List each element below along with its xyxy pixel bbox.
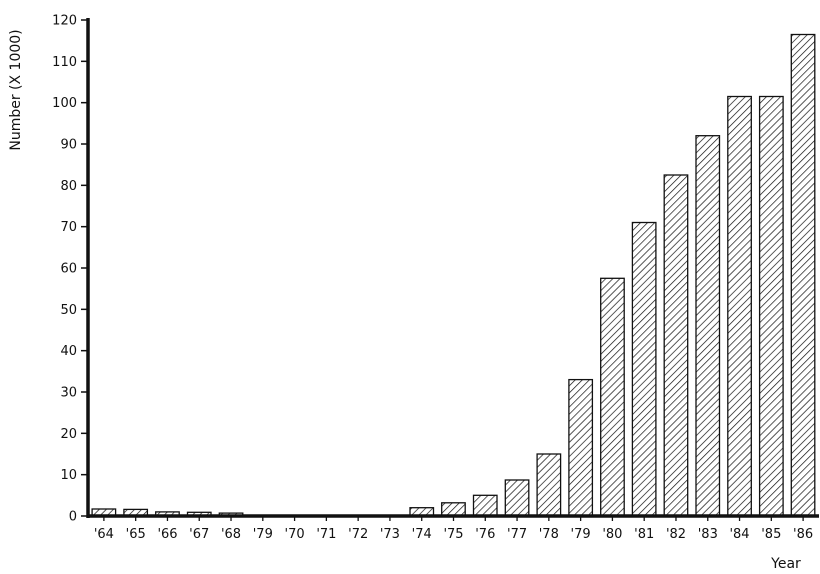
x-tick-label: '79 [571, 527, 591, 542]
y-tick-label: 0 [69, 510, 77, 525]
x-tick-label: '71 [316, 527, 336, 542]
x-tick-label: '72 [348, 527, 368, 542]
y-tick-label: 40 [60, 344, 77, 359]
x-tick-label: '73 [380, 527, 400, 542]
bar-14 [536, 453, 562, 517]
x-tick-label: '68 [221, 527, 241, 542]
bar-15 [568, 378, 594, 517]
y-tick-label: 60 [60, 262, 77, 277]
x-tick-label: '67 [189, 527, 209, 542]
y-tick-label: 50 [60, 303, 77, 318]
y-axis-title: Number (X 1000) [8, 29, 24, 150]
x-tick-label: '65 [126, 527, 146, 542]
y-ticks-group: 0 10 20 30 40 50 60 70 80 90 100 110 120 [52, 14, 88, 525]
bar-16 [600, 277, 625, 517]
x-tick-label: '76 [475, 527, 495, 542]
y-tick-label: 30 [60, 386, 77, 401]
bar-22 [790, 33, 816, 517]
bar-13 [504, 479, 530, 517]
x-ticks-group: '64 '65 '66 '67 '68 '79 '70 '71 '72 '73 '74 '75 '76 '… [94, 516, 813, 542]
y-tick-label: 70 [60, 220, 77, 235]
x-tick-label: '86 [793, 527, 813, 542]
bars-group [91, 33, 816, 517]
y-tick-label: 20 [60, 427, 77, 442]
x-tick-label: '81 [634, 527, 654, 542]
y-tick-label: 10 [60, 468, 77, 483]
bar-18 [663, 174, 689, 517]
x-tick-label: '82 [666, 527, 686, 542]
x-tick-label: '79 [253, 527, 273, 542]
x-tick-label: '85 [761, 527, 781, 542]
x-tick-label: '80 [602, 527, 622, 542]
bar-11 [441, 502, 466, 517]
bar-19 [695, 135, 721, 517]
y-tick-label: 80 [60, 179, 77, 194]
x-axis-title: Year [770, 556, 801, 572]
bar-17 [631, 221, 657, 517]
x-tick-label: '77 [507, 527, 527, 542]
x-tick-label: '74 [412, 527, 432, 542]
bar-12 [472, 494, 498, 517]
x-tick-label: '83 [698, 527, 718, 542]
x-tick-label: '78 [539, 527, 559, 542]
y-tick-label: 100 [52, 96, 77, 111]
y-tick-label: 110 [52, 55, 77, 70]
bar-20 [727, 95, 752, 517]
y-tick-label: 120 [52, 14, 77, 29]
bar-21 [758, 95, 784, 517]
x-tick-label: '64 [94, 527, 114, 542]
x-tick-label: '75 [443, 527, 463, 542]
x-tick-label: '70 [285, 527, 305, 542]
x-tick-label: '84 [729, 527, 749, 542]
x-tick-label: '66 [157, 527, 177, 542]
y-tick-label: 90 [60, 138, 77, 153]
